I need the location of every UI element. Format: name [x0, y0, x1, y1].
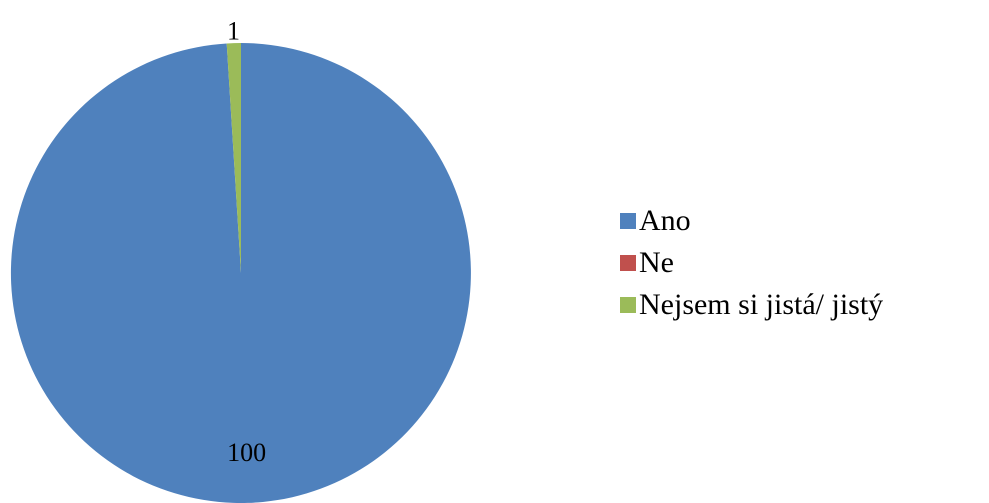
legend-label-2: Nejsem si jistá/ jistý — [639, 288, 884, 321]
pie-slice-0 — [10, 43, 471, 503]
legend-item-0: Ano — [620, 200, 883, 242]
legend-swatch-0 — [620, 213, 636, 229]
legend-swatch-2 — [620, 297, 636, 313]
pie-slices — [10, 42, 471, 503]
legend-label-1: Ne — [639, 246, 674, 279]
chart-legend: Ano Ne Nejsem si jistá/ jistý — [620, 200, 883, 326]
legend-item-2: Nejsem si jistá/ jistý — [620, 284, 883, 326]
pie-data-labels: 100 1 — [227, 17, 266, 467]
pie-data-label-0: 100 — [227, 438, 266, 467]
legend-swatch-1 — [620, 255, 636, 271]
legend-item-1: Ne — [620, 242, 883, 284]
pie-slice-2 — [226, 42, 241, 273]
legend-label-0: Ano — [639, 204, 691, 237]
pie-data-label-2: 1 — [227, 17, 240, 46]
